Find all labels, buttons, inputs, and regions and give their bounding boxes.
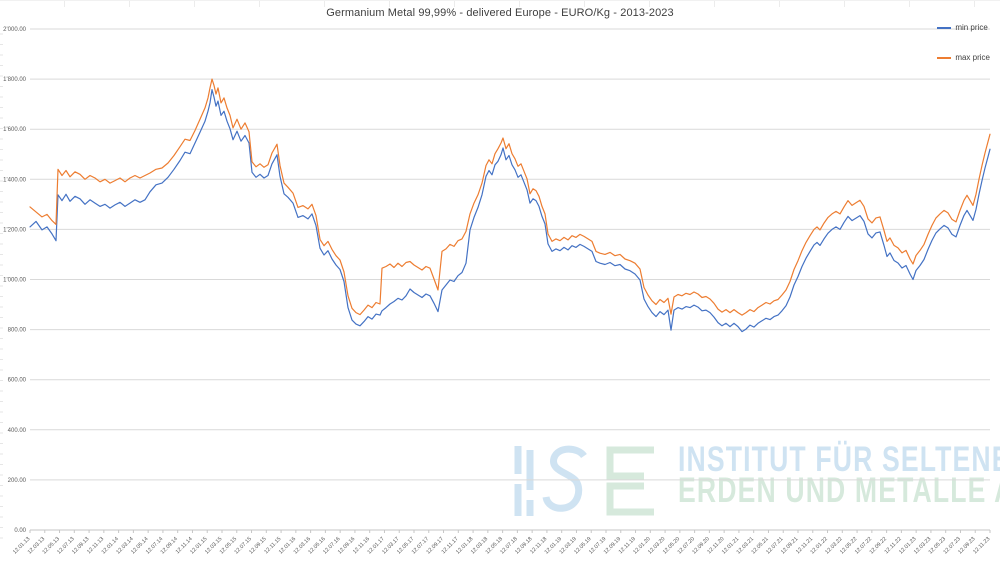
svg-text:1'600.00: 1'600.00 xyxy=(3,127,26,133)
spreadsheet-left-edge-artifact xyxy=(0,24,3,544)
svg-text:200.00: 200.00 xyxy=(8,478,27,484)
svg-text:1'800.00: 1'800.00 xyxy=(3,77,26,83)
svg-text:1'000.00: 1'000.00 xyxy=(3,278,26,284)
watermark: INSTITUT FÜR SELTENE ERDEN UND METALLE A… xyxy=(512,440,1000,518)
svg-text:1'400.00: 1'400.00 xyxy=(3,177,26,183)
ise-logo xyxy=(514,445,654,516)
legend-item-min-price: min price xyxy=(937,23,990,32)
svg-text:0.00: 0.00 xyxy=(14,528,26,534)
x-axis-labels: 12.01.1312.03.1312.05.1312.07.1312.09.13… xyxy=(12,536,991,555)
svg-text:800.00: 800.00 xyxy=(8,328,27,334)
chart-legend: min price max price xyxy=(937,23,990,62)
logo-letter-e xyxy=(606,446,654,516)
legend-label-min-price: min price xyxy=(955,23,988,32)
min-price-line-swatch xyxy=(937,26,952,29)
svg-text:1'200.00: 1'200.00 xyxy=(3,227,26,233)
svg-text:400.00: 400.00 xyxy=(8,428,27,434)
spreadsheet-top-edge-artifact xyxy=(0,0,1000,7)
y-axis-labels: 0.00 200.00 400.00 600.00 800.00 1'000.00 1'20… xyxy=(3,27,26,534)
watermark-line-2: ERDEN UND METALLE AG xyxy=(678,471,1000,510)
y-gridlines xyxy=(30,28,990,531)
x-axis-ticks xyxy=(29,530,991,533)
logo-letter-i xyxy=(514,446,534,516)
svg-text:2'000.00: 2'000.00 xyxy=(3,27,26,33)
watermark-text: INSTITUT FÜR SELTENE ERDEN UND METALLE A… xyxy=(678,440,1000,510)
svg-text:600.00: 600.00 xyxy=(8,378,27,384)
chart-title: Germanium Metal 99,99% - delivered Europ… xyxy=(326,7,674,19)
legend-label-max-price: max price xyxy=(955,53,990,62)
watermark-line-1: INSTITUT FÜR SELTENE xyxy=(678,440,1000,479)
logo-letter-s xyxy=(542,445,587,512)
series-max-price xyxy=(29,78,991,316)
max-price-line-swatch xyxy=(937,56,952,59)
series-min-price xyxy=(29,88,991,333)
legend-item-max-price: max price xyxy=(937,53,990,62)
